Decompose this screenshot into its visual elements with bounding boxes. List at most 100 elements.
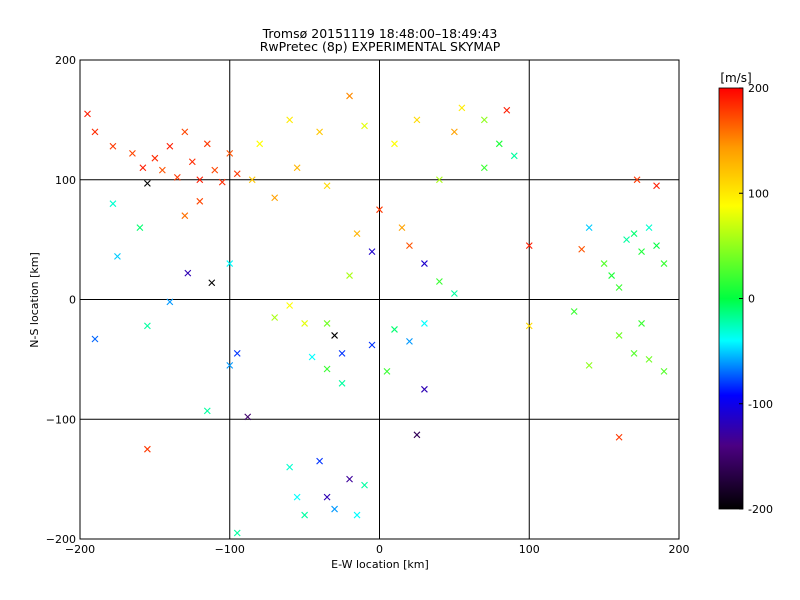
x-axis-label: E-W location [km]	[331, 558, 429, 571]
scatter-point-x	[368, 341, 376, 349]
scatter-point-x	[301, 511, 309, 519]
scatter-point-x	[353, 511, 361, 519]
scatter-point-x	[630, 349, 638, 357]
scatter-point-x	[226, 361, 234, 369]
scatter-point-x	[331, 332, 338, 339]
scatter-point-x	[196, 176, 204, 184]
scatter-point-x	[323, 365, 331, 373]
scatter-points	[84, 92, 668, 537]
scatter-point-x	[203, 140, 211, 148]
scatter-point-x	[244, 413, 252, 421]
plot-frame	[79, 59, 680, 540]
scatter-point-x	[84, 110, 91, 118]
scatter-point-x	[151, 154, 159, 162]
scatter-point-x	[653, 242, 660, 250]
scatter-point-x	[361, 481, 368, 489]
scatter-point-x	[184, 269, 192, 277]
scatter-point-x	[166, 298, 174, 306]
scatter-point-x	[286, 116, 294, 124]
scatter-point-x	[233, 170, 241, 178]
y-tick-label: −100	[46, 413, 76, 426]
scatter-point-x	[323, 320, 331, 327]
scatter-point-x	[109, 142, 117, 150]
scatter-point-x	[570, 308, 578, 315]
scatter-point-x	[301, 320, 309, 327]
scatter-point-x	[129, 150, 136, 157]
scatter-point-x	[139, 164, 147, 172]
y-tick-label: 0	[69, 294, 76, 307]
scatter-point-x	[226, 260, 234, 267]
scatter-point-x	[638, 248, 645, 255]
scatter-point-x	[271, 194, 279, 202]
scatter-point-x	[608, 272, 616, 279]
y-tick-label: 100	[55, 174, 76, 187]
scatter-point-x	[233, 529, 241, 537]
x-tick-label: 200	[669, 543, 690, 556]
scatter-point-x	[436, 176, 443, 184]
scatter-point-x	[406, 242, 413, 250]
y-tick-label: 200	[55, 54, 76, 67]
scatter-point-x	[615, 332, 623, 339]
scatter-point-x	[353, 230, 361, 238]
y-axis-label: N-S location [km]	[28, 252, 41, 348]
colorbar-tick-label: 200	[748, 82, 769, 95]
scatter-point-x	[450, 290, 458, 297]
scatter-point-x	[248, 176, 256, 184]
scatter-point-x	[413, 431, 421, 439]
scatter-point-x	[346, 92, 353, 100]
scatter-point-x	[331, 505, 338, 513]
x-tick-label: −100	[215, 543, 245, 556]
scatter-point-x	[600, 260, 608, 267]
scatter-point-x	[173, 173, 181, 181]
scatter-point-x	[421, 385, 428, 393]
scatter-point-x	[450, 128, 458, 136]
scatter-point-x	[143, 179, 151, 187]
colorbar-tick-label: -200	[748, 503, 773, 516]
scatter-point-x	[181, 212, 189, 220]
scatter-point-x	[480, 116, 488, 124]
scatter-point-x	[495, 140, 503, 148]
scatter-point-x	[181, 128, 189, 136]
scatter-point-x	[383, 367, 391, 375]
scatter-point-x	[256, 140, 264, 148]
scatter-point-x	[293, 164, 301, 172]
scatter-point-x	[615, 284, 623, 291]
scatter-point-x	[585, 361, 593, 369]
scatter-point-x	[316, 128, 323, 136]
scatter-point-x	[421, 320, 428, 327]
scatter-point-x	[660, 367, 668, 375]
scatter-point-x	[91, 128, 99, 136]
scatter-point-x	[458, 104, 466, 112]
scatter-point-x	[109, 200, 117, 208]
scatter-point-x	[578, 245, 586, 253]
scatter-point-x	[196, 197, 204, 205]
scatter-point-x	[436, 278, 443, 285]
scatter-point-x	[480, 164, 488, 172]
scatter-point-x	[158, 166, 166, 174]
scatter-point-x	[638, 320, 645, 327]
scatter-point-x	[286, 302, 294, 309]
y-tick-label: −200	[46, 533, 76, 546]
chart-title-line2: RwPretec (8p) EXPERIMENTAL SKYMAP	[260, 39, 501, 54]
scatter-point-x	[316, 457, 323, 465]
scatter-point-x	[406, 338, 413, 345]
colorbar-unit: [m/s]	[720, 71, 751, 85]
scatter-point-x	[143, 322, 151, 330]
scatter-point-x	[368, 248, 376, 255]
x-tick-label: 0	[376, 543, 383, 556]
scatter-point-x	[308, 353, 316, 361]
chart-title-line1: Tromsø 20151119 18:48:00–18:49:43	[262, 26, 498, 41]
scatter-point-x	[645, 224, 653, 232]
scatter-point-x	[361, 122, 368, 130]
scatter-point-x	[271, 314, 279, 321]
scatter-point-x	[188, 158, 196, 166]
scatter-point-x	[660, 260, 668, 267]
scatter-point-x	[346, 475, 353, 483]
scatter-point-x	[286, 463, 294, 471]
scatter-point-x	[338, 349, 346, 357]
scatter-point-x	[114, 253, 121, 260]
scatter-point-x	[391, 140, 398, 148]
colorbar-ticks: 200 100 0 -100 -200	[739, 82, 773, 516]
scatter-point-x	[143, 445, 151, 453]
